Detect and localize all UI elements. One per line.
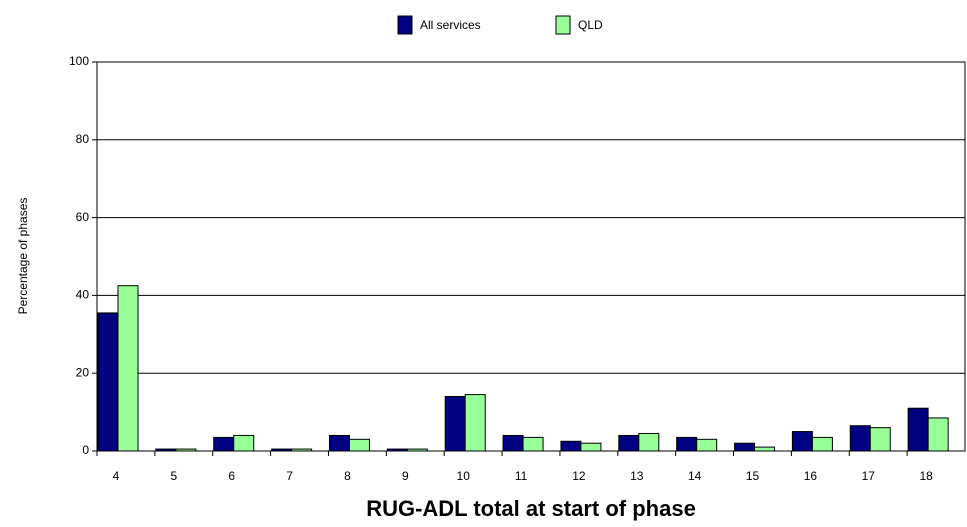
x-tick-label: 17: [862, 469, 876, 483]
bar: [618, 434, 640, 452]
bar: [696, 438, 718, 452]
bar: [907, 407, 929, 452]
bar: [271, 448, 293, 452]
bar: [233, 434, 255, 452]
bar: [175, 448, 197, 452]
x-tick-label: 4: [113, 469, 120, 483]
x-tick-label: 6: [228, 469, 235, 483]
bar: [522, 436, 544, 452]
y-tick-label: 100: [69, 54, 89, 68]
bar: [638, 432, 660, 452]
bar: [97, 312, 119, 452]
x-tick-label: 16: [804, 469, 818, 483]
x-tick-label: 14: [688, 469, 702, 483]
plot-frame: [96, 61, 966, 452]
legend-swatch: [555, 15, 571, 35]
bar: [791, 431, 813, 452]
bar: [927, 417, 949, 452]
x-tick-label: 10: [457, 469, 471, 483]
x-tick-label: 11: [515, 469, 528, 483]
bar: [155, 448, 177, 452]
legend-label: All services: [420, 18, 481, 32]
x-tick-label: 8: [344, 469, 351, 483]
bar: [580, 442, 602, 452]
x-tick-label: 18: [919, 469, 933, 483]
bar: [464, 394, 486, 452]
legend-label: QLD: [578, 18, 603, 32]
x-tick-label: 12: [572, 469, 586, 483]
bar: [869, 427, 891, 452]
bar: [406, 448, 428, 452]
bar: [754, 446, 776, 452]
bar: [849, 425, 871, 452]
x-tick-label: 9: [402, 469, 409, 483]
y-tick-label: 80: [76, 132, 90, 146]
bar: [502, 434, 524, 452]
x-tick-label: 15: [746, 469, 760, 483]
bar: [444, 396, 466, 452]
bar: [560, 440, 582, 452]
bar: [811, 436, 833, 452]
y-tick-label: 20: [76, 365, 90, 379]
x-tick-label: 7: [286, 469, 293, 483]
bar: [386, 448, 408, 452]
y-tick-label: 60: [76, 210, 90, 224]
bar: [348, 438, 370, 452]
x-tick-label: 13: [630, 469, 644, 483]
y-axis-label: Percentage of phases: [16, 198, 30, 315]
bar: [291, 448, 313, 452]
bar: [734, 442, 756, 452]
legend-swatch: [397, 15, 413, 35]
bar: [676, 436, 698, 452]
bar: [328, 434, 350, 452]
x-axis-label: RUG-ADL total at start of phase: [366, 496, 696, 521]
y-tick-label: 0: [82, 443, 89, 457]
bar: [213, 436, 235, 452]
y-tick-label: 40: [76, 288, 90, 302]
bar: [117, 285, 139, 452]
x-tick-label: 5: [171, 469, 178, 483]
